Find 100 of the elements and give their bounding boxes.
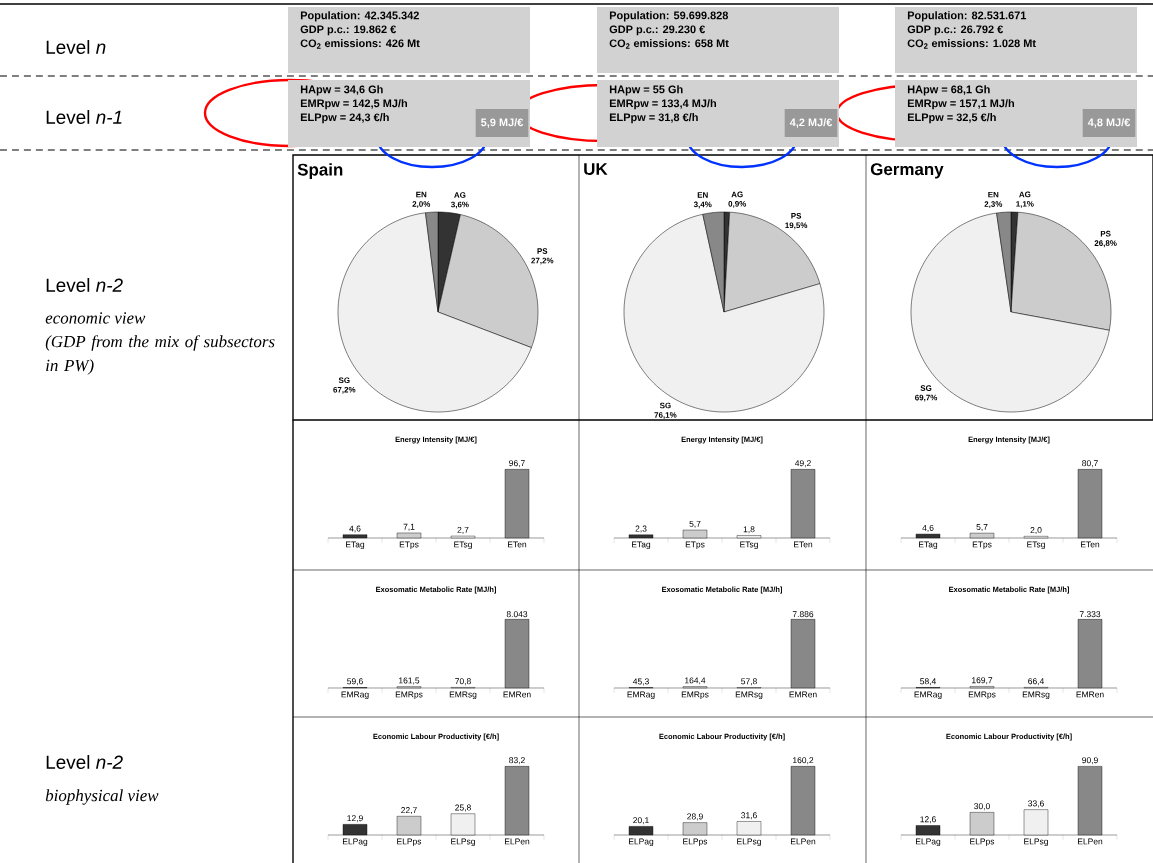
data-label: 4,6 — [349, 525, 361, 533]
text: EMRpw = 157,1 MJ/h — [907, 99, 1015, 110]
x-tick-label: ELPen — [504, 838, 530, 845]
x-tick-label: EMRag — [341, 691, 369, 700]
x-tick-label: ETen — [794, 541, 813, 548]
chart-title: Spain — [297, 163, 343, 179]
data-label: 5,7 — [689, 520, 701, 528]
data-label: 7,1 — [403, 523, 415, 531]
x-tick-label: EMRsg — [735, 691, 763, 700]
data-label: 20,1 — [633, 817, 649, 825]
x-tick-label: ETps — [399, 541, 419, 550]
x-tick-label: EMRen — [1076, 691, 1104, 698]
data-label: 28,9 — [687, 813, 703, 821]
text: ELPpw = 32,5 €/h — [907, 113, 996, 124]
data-label: 58,4 — [920, 678, 937, 686]
x-tick-label: ELPps — [683, 838, 708, 847]
data-label: 164,4 — [685, 677, 706, 685]
data-label: 12,6 — [920, 816, 936, 824]
text: ELPpw = 24,3 €/h — [300, 113, 389, 124]
x-tick-label: ELPsg — [451, 838, 475, 847]
text: GDP p.c.: 19.862 € — [300, 25, 397, 36]
data-label: 57,8 — [741, 678, 757, 686]
text: Level n-1 — [46, 110, 122, 124]
x-tick-label: ETps — [972, 541, 992, 550]
x-tick-label: ETps — [685, 541, 705, 550]
x-tick-label: EMRen — [503, 691, 531, 698]
x-tick-label: ELPen — [790, 838, 816, 845]
data-label: 22,7 — [401, 807, 417, 815]
text: (GDP from the mix of subsectors in PW) — [45, 335, 275, 375]
x-tick-label: ETag — [919, 541, 938, 550]
data-label: 83,2 — [509, 757, 525, 765]
data-label: 70,8 — [455, 678, 471, 686]
x-tick-label: ELPps — [970, 838, 995, 847]
x-tick-label: EMRsg — [449, 691, 477, 700]
data-label: 59,6 — [347, 678, 363, 686]
data-label: 2,0 — [1030, 527, 1042, 535]
x-tick-label: ELPps — [397, 838, 422, 847]
data-label: 1,8 — [743, 526, 755, 534]
text: ELPpw = 31,8 €/h — [609, 113, 698, 124]
chart-title: UK — [584, 163, 608, 176]
data-label: 5,7 — [976, 524, 988, 531]
x-tick-label: EMRen — [789, 691, 817, 698]
data-label: 66,4 — [1028, 678, 1045, 686]
data-label: 30,0 — [974, 803, 990, 811]
x-tick-label: ETen — [1081, 541, 1100, 548]
chart-title: Germany — [870, 163, 944, 179]
text: HApw = 55 Gh — [609, 85, 683, 96]
data-label: 12,9 — [347, 815, 363, 823]
x-tick-label: EMRag — [627, 691, 655, 700]
x-tick-label: ELPen — [1077, 838, 1103, 845]
data-label: 49,2 — [794, 460, 811, 468]
text: HApw = 68,1 Gh — [907, 85, 990, 96]
data-label: 96,7 — [509, 460, 525, 468]
text: biophysical view — [45, 789, 159, 805]
text: economic view — [45, 312, 146, 324]
text: 4,8 MJ/€ — [1087, 118, 1131, 128]
text: Level n-2 — [46, 755, 123, 769]
x-tick-label: EMRsg — [1022, 691, 1050, 700]
data-label: 25,8 — [455, 804, 471, 812]
text: Population: 59.699.828 — [609, 11, 729, 22]
data-label: 7.886 — [792, 611, 814, 618]
text: Population: 82.531.671 — [907, 11, 1027, 22]
x-tick-label: EMRag — [914, 691, 942, 700]
x-tick-label: ETag — [632, 541, 651, 550]
text: Level n — [46, 40, 106, 54]
x-tick-label: ETsg — [1027, 541, 1045, 550]
x-tick-label: EMRps — [968, 691, 996, 700]
text: CO$_{2}$ emissions: 658 Mt — [609, 39, 729, 49]
x-tick-label: EMRps — [681, 691, 709, 700]
text: Population: 42.345.342 — [300, 11, 419, 22]
x-tick-label: ETsg — [740, 541, 758, 550]
x-tick-label: ELPsg — [1024, 838, 1048, 847]
text: EMRpw = 142,5 MJ/h — [300, 99, 408, 110]
x-tick-label: ETag — [346, 541, 365, 550]
text: 4,2 MJ/€ — [789, 118, 833, 128]
text: HApw = 34,6 Gh — [300, 85, 383, 96]
data-label: 90,9 — [1082, 757, 1098, 765]
x-tick-label: ELPag — [915, 838, 941, 847]
data-label: 45,3 — [632, 678, 649, 686]
data-label: 7.333 — [1079, 611, 1101, 618]
text: 5,9 MJ/€ — [481, 118, 524, 128]
data-label: 2,7 — [457, 526, 469, 534]
text: Level n-2 — [46, 278, 123, 292]
text: GDP p.c.: 29.230 € — [609, 25, 706, 36]
text: CO$_{2}$ emissions: 426 Mt — [300, 39, 420, 49]
x-tick-label: ETsg — [454, 541, 472, 550]
data-label: 80,7 — [1082, 460, 1098, 468]
data-label: 33,6 — [1028, 800, 1044, 808]
data-label: 2,3 — [635, 525, 647, 533]
x-tick-label: ELPag — [342, 838, 368, 847]
x-tick-label: ETen — [508, 541, 527, 548]
data-label: 8.043 — [506, 611, 528, 618]
data-label: 160,2 — [793, 757, 814, 765]
text: EMRpw = 133,4 MJ/h — [609, 99, 717, 110]
x-tick-label: EMRps — [395, 691, 423, 700]
data-label: 31,6 — [741, 812, 757, 820]
data-label: 169,7 — [972, 677, 993, 685]
text: GDP p.c.: 26.792 € — [907, 25, 1004, 36]
data-label: 161,5 — [399, 677, 420, 685]
text: CO$_{2}$ emissions: 1.028 Mt — [907, 39, 1036, 49]
